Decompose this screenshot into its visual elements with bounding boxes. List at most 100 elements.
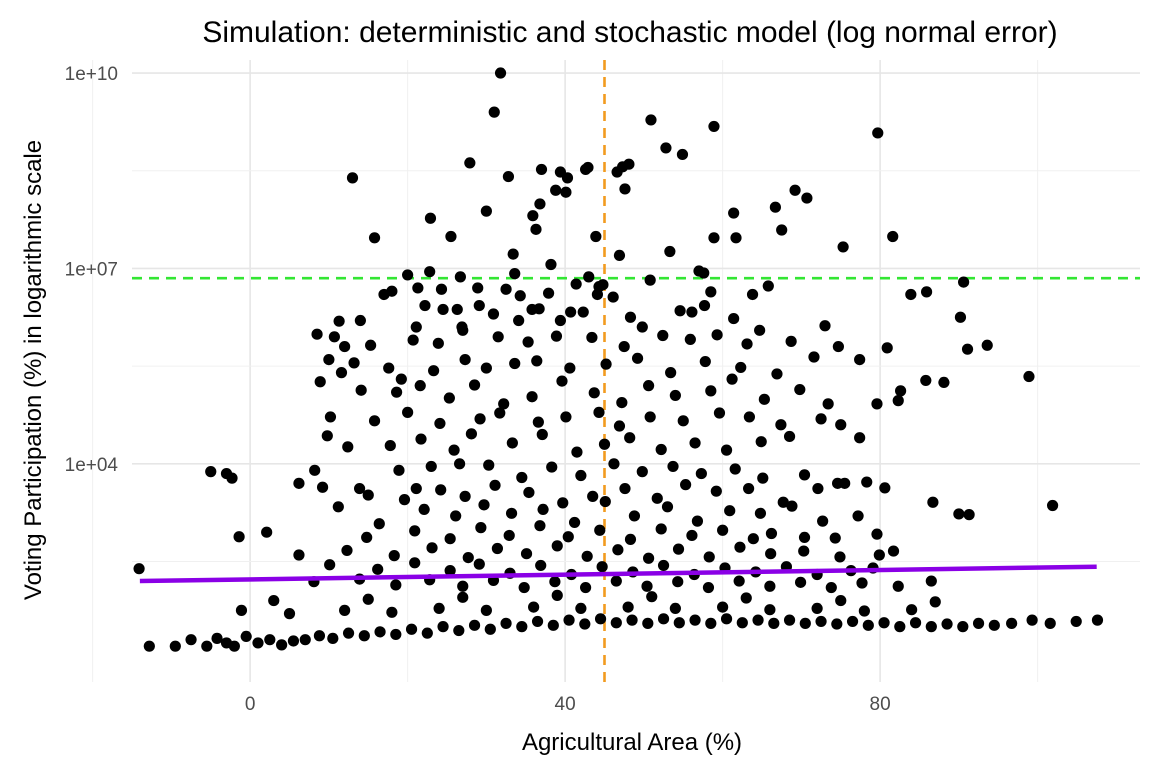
data-point	[534, 520, 546, 532]
data-point	[498, 398, 510, 410]
data-point	[768, 617, 780, 629]
data-point	[546, 461, 558, 473]
data-point	[920, 286, 933, 298]
data-point	[1046, 499, 1059, 512]
data-point	[1091, 614, 1104, 626]
data-point	[598, 438, 611, 450]
data-point	[819, 320, 831, 332]
data-point	[537, 503, 549, 516]
data-point	[607, 291, 619, 303]
data-point	[346, 172, 359, 184]
data-point	[268, 594, 280, 607]
data-point	[861, 476, 873, 488]
data-point	[299, 634, 311, 646]
data-point	[324, 559, 336, 571]
data-point	[457, 591, 469, 603]
data-point	[829, 532, 841, 544]
data-point	[418, 503, 430, 516]
data-point	[532, 416, 544, 428]
data-point	[459, 490, 471, 502]
data-point	[398, 494, 411, 506]
data-point	[783, 430, 796, 443]
data-point	[235, 604, 248, 616]
data-point	[384, 439, 396, 452]
data-point	[643, 552, 655, 564]
data-point	[588, 387, 600, 399]
data-point	[724, 505, 736, 517]
data-point	[522, 336, 534, 348]
data-point	[432, 337, 444, 349]
data-point	[323, 354, 335, 366]
data-point	[407, 334, 419, 346]
data-point	[887, 230, 899, 243]
data-point	[871, 528, 883, 540]
data-point	[444, 533, 456, 545]
data-point	[953, 508, 965, 520]
data-point	[448, 444, 460, 456]
data-point	[547, 619, 559, 631]
data-point	[560, 186, 572, 198]
data-point	[815, 615, 827, 628]
data-point	[702, 581, 715, 594]
data-point	[435, 484, 447, 496]
data-point	[596, 561, 608, 573]
data-point	[513, 314, 525, 327]
data-point	[728, 207, 740, 219]
data-point	[551, 540, 563, 552]
data-point	[480, 604, 492, 616]
data-point	[534, 198, 546, 210]
data-point	[624, 432, 636, 444]
data-point	[705, 617, 717, 629]
data-point	[835, 419, 847, 431]
data-point	[972, 617, 985, 629]
data-point	[557, 497, 569, 509]
data-point	[577, 306, 589, 318]
data-point	[735, 361, 747, 374]
data-point	[920, 374, 932, 387]
data-point	[526, 391, 538, 403]
data-point	[354, 314, 366, 327]
data-point	[686, 306, 698, 318]
data-point	[665, 367, 677, 379]
data-point	[373, 518, 385, 530]
data-point	[613, 420, 626, 432]
data-point	[483, 459, 495, 471]
data-point	[500, 617, 512, 629]
data-point	[581, 550, 593, 562]
data-point	[815, 413, 827, 425]
data-point	[887, 545, 900, 557]
data-point	[684, 333, 696, 346]
data-point	[693, 265, 705, 277]
data-point	[535, 559, 547, 572]
data-point	[798, 531, 811, 544]
data-point	[583, 271, 595, 283]
x-tick-label: 80	[870, 694, 891, 715]
data-point	[316, 481, 329, 493]
data-point	[233, 531, 245, 543]
data-point	[699, 355, 711, 368]
data-point	[1023, 370, 1035, 383]
data-point	[358, 630, 370, 642]
data-point	[729, 463, 741, 475]
data-point	[741, 338, 753, 350]
data-point	[743, 411, 756, 423]
data-point	[660, 142, 672, 154]
data-point	[386, 606, 398, 618]
data-point	[506, 437, 518, 449]
data-point	[927, 496, 939, 508]
data-point	[549, 576, 561, 588]
data-point	[798, 469, 811, 481]
data-point	[545, 258, 557, 271]
data-point	[456, 321, 468, 333]
data-point	[494, 67, 507, 79]
data-point	[473, 299, 485, 312]
data-point	[453, 624, 465, 637]
data-point	[655, 443, 667, 456]
data-point	[590, 230, 602, 243]
data-point	[852, 510, 864, 522]
data-point	[736, 617, 748, 629]
data-point	[765, 527, 778, 540]
data-point	[720, 613, 733, 625]
data-point	[492, 331, 504, 343]
